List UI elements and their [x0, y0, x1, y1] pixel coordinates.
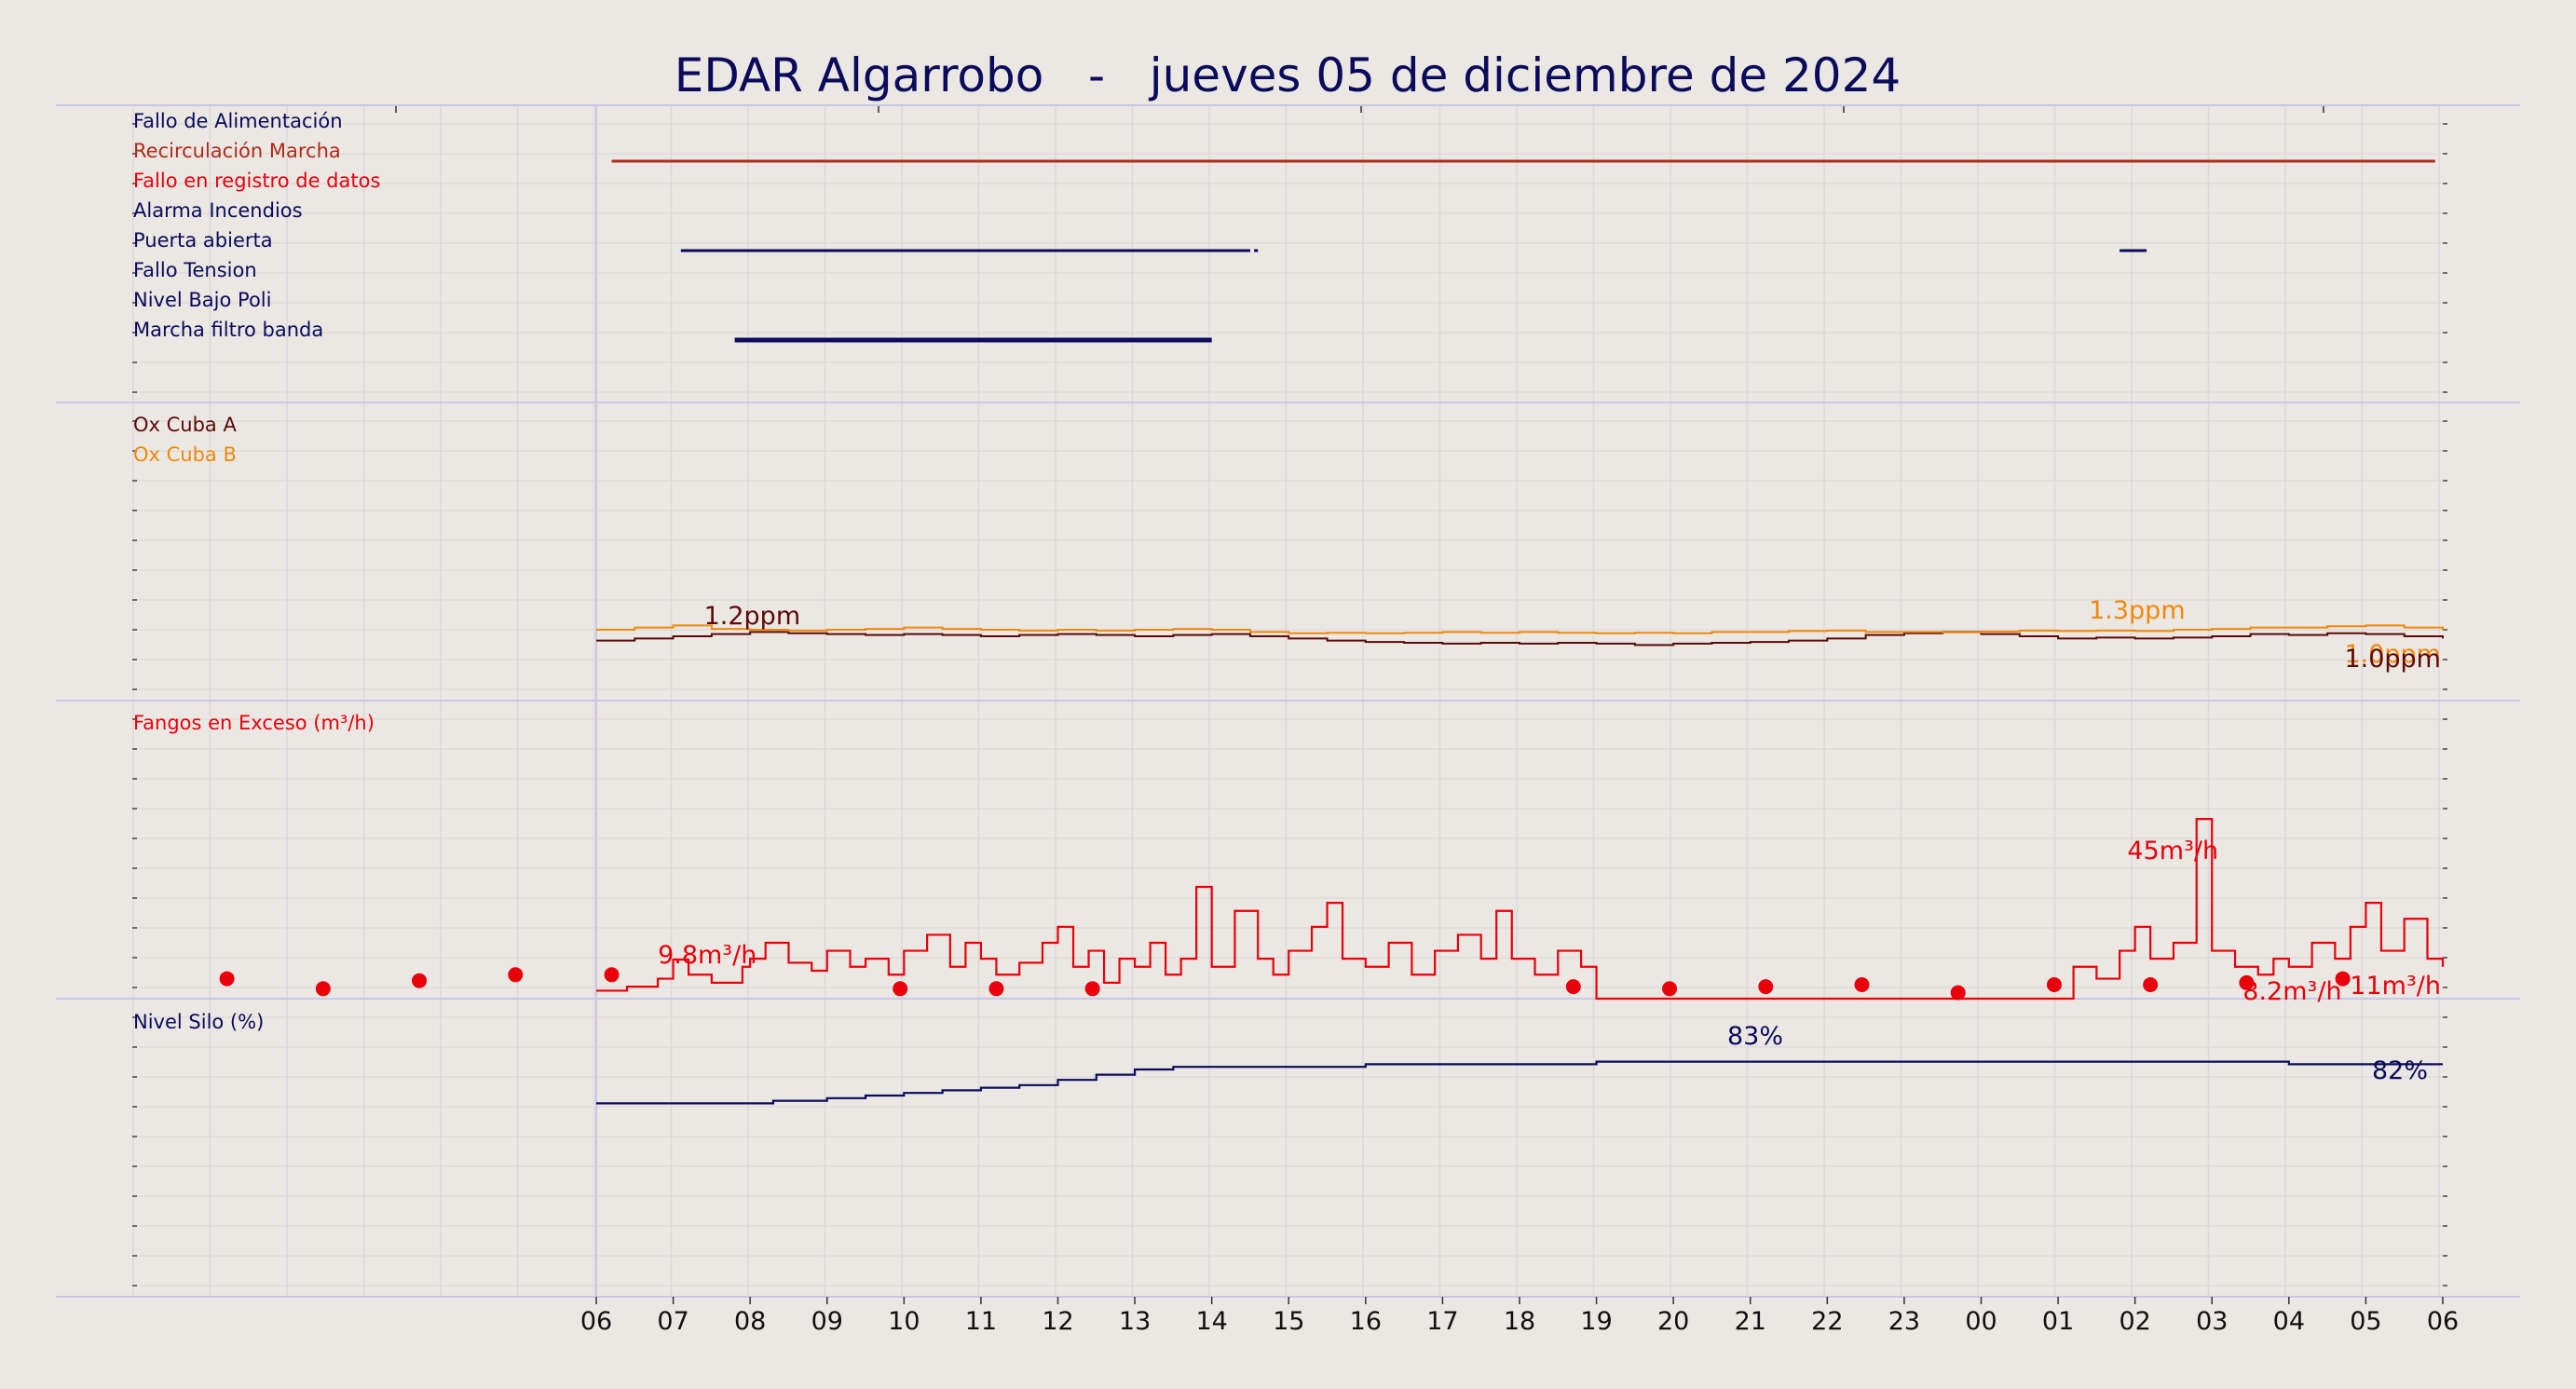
oxygen-series-line [596, 624, 2444, 634]
silo-panel: Nivel Silo (%) 83% 82% [133, 1011, 2443, 1105]
alarm-label: Nivel Bajo Poli [133, 289, 271, 311]
oxygen-annotation: 1.2ppm [704, 602, 801, 631]
alarm-label: Puerta abierta [133, 229, 273, 252]
x-tick-label: 04 [2273, 1307, 2305, 1336]
chart-title: EDAR Algarrobo - jueves 05 de diciembre … [675, 48, 1901, 102]
x-tick-label: 06 [580, 1307, 612, 1336]
sludge-daily-point [2335, 971, 2351, 987]
x-tick-label: 08 [734, 1307, 766, 1336]
x-tick-label: 05 [2350, 1307, 2381, 1336]
x-tick-label: 07 [657, 1307, 688, 1336]
alarm-label: Alarma Incendios [133, 199, 303, 222]
x-tick-label: 01 [2042, 1307, 2074, 1336]
x-tick-label: 02 [2119, 1307, 2150, 1336]
sludge-daily-point [1758, 979, 1774, 995]
alarm-label: Fallo en registro de datos [133, 170, 380, 192]
x-tick-label: 16 [1350, 1307, 1382, 1336]
x-tick-label: 10 [888, 1307, 920, 1336]
alarms-panel: Fallo de Alimentación Recirculación March… [133, 110, 2435, 343]
sludge-daily-point [1950, 985, 1966, 1001]
x-tick-label: 09 [811, 1307, 843, 1336]
sludge-daily-point [1084, 981, 1100, 997]
x-axis: 06 07 08 09 10 11 12 13 14 15 16 17 18 19 20 21 22 23 00 01… [580, 1297, 2459, 1336]
x-tick-label: 23 [1888, 1307, 1920, 1336]
x-tick-label: 00 [1965, 1307, 1997, 1336]
sludge-daily-point [1854, 977, 1870, 992]
alarm-label: Fallo de Alimentación [133, 110, 343, 132]
sludge-series-line [596, 818, 2445, 1001]
sludge-annotation: 45m³/h [2127, 837, 2218, 865]
x-tick-label: 15 [1273, 1307, 1304, 1336]
silo-annotation: 82% [2372, 1056, 2428, 1085]
sludge-panel: Fangos en Exceso (m³/h) 9.8m³/h 45m³/h 8.2m… [133, 712, 2445, 1006]
sludge-daily-point [893, 981, 908, 997]
x-tick-label: 14 [1195, 1307, 1227, 1336]
sludge-annotation: 8.2m³/h [2242, 977, 2341, 1006]
sludge-daily-point [219, 971, 235, 987]
x-tick-label: 19 [1580, 1307, 1612, 1336]
oxygen-series-line [596, 631, 2444, 647]
x-tick-label: 06 [2427, 1307, 2459, 1336]
x-tick-label: 21 [1735, 1307, 1766, 1336]
silo-annotation: 83% [1727, 1022, 1783, 1051]
silo-label: Nivel Silo (%) [133, 1011, 264, 1033]
x-tick-label: 03 [2196, 1307, 2228, 1336]
alarm-label: Marcha filtro banda [133, 319, 323, 341]
oxygen-annotation: 1.0ppm [2344, 640, 2441, 669]
silo-series-line [596, 1060, 2443, 1105]
x-tick-label: 18 [1504, 1307, 1535, 1336]
oxygen-annotation: 1.0ppm [2344, 645, 2441, 674]
sludge-daily-point [412, 973, 428, 988]
alarm-label: Recirculación Marcha [133, 140, 341, 162]
alarm-label: Fallo Tension [133, 259, 257, 281]
sludge-daily-point [988, 981, 1004, 997]
x-tick-label: 22 [1811, 1307, 1843, 1336]
x-tick-label: 20 [1657, 1307, 1689, 1336]
x-tick-label: 17 [1426, 1307, 1458, 1336]
oxygen-annotation: 1.3ppm [2089, 596, 2186, 625]
x-tick-label: 11 [965, 1307, 997, 1336]
sludge-daily-point [1662, 981, 1678, 997]
sludge-annotation: 11m³/h [2350, 972, 2441, 1001]
x-tick-label: 13 [1119, 1307, 1151, 1336]
sludge-daily-point [508, 967, 524, 983]
oxygen-panel: Ox Cuba A Ox Cuba B 1.2ppm 1.3ppm 1.0ppm1.0p… [133, 414, 2444, 674]
sludge-daily-point [2046, 977, 2062, 992]
sludge-daily-point [604, 967, 620, 983]
oxygen-series-label: Ox Cuba B [133, 443, 237, 466]
sludge-daily-point [1565, 979, 1581, 995]
sludge-annotation: 9.8m³/h [658, 941, 756, 970]
sludge-label: Fangos en Exceso (m³/h) [133, 712, 375, 734]
sludge-daily-point [315, 981, 331, 997]
sludge-daily-point [2143, 977, 2159, 992]
sludge-daily-point [2239, 974, 2255, 990]
oxygen-series-label: Ox Cuba A [133, 414, 237, 436]
x-tick-label: 12 [1042, 1307, 1073, 1336]
